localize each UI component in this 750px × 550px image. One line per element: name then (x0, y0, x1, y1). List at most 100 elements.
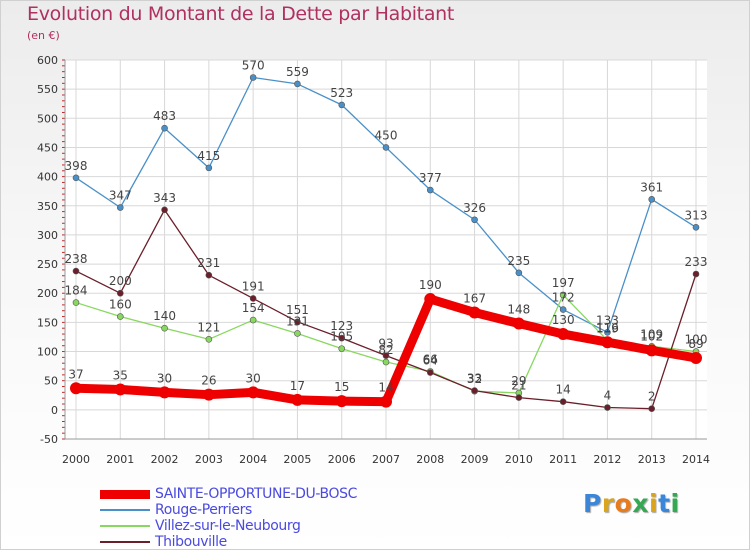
data-label: 191 (242, 279, 265, 293)
y-tick-label: 200 (37, 287, 58, 300)
legend-label: SAINTE-OPPORTUNE-DU-BOSC (155, 486, 357, 502)
legend-label: Thibouville (155, 534, 227, 550)
x-tick-label: 2008 (416, 453, 444, 466)
y-tick-label: 250 (37, 258, 58, 271)
data-label: 235 (507, 254, 530, 268)
data-label: 21 (511, 379, 526, 393)
legend-item: Villez-sur-le-Neubourg (100, 518, 357, 534)
y-tick-label: 400 (37, 171, 58, 184)
data-point (294, 330, 301, 337)
y-tick-label: 450 (37, 141, 58, 154)
data-label: 343 (153, 191, 176, 205)
data-point (116, 313, 124, 320)
x-tick-label: 2013 (638, 453, 666, 466)
x-tick-label: 2010 (505, 453, 533, 466)
series-sainte-opportune-du-bosc (70, 293, 702, 408)
x-tick-label: 2009 (461, 453, 489, 466)
data-point (294, 318, 301, 326)
data-label: 160 (109, 298, 132, 312)
data-point (512, 317, 525, 330)
legend-swatch (100, 525, 150, 527)
data-point (205, 271, 213, 279)
data-point (645, 344, 658, 357)
data-point (557, 328, 570, 341)
data-point (116, 204, 124, 211)
data-label: 66 (423, 352, 438, 366)
data-label: 231 (197, 256, 220, 270)
y-tick-label: 100 (37, 346, 58, 359)
data-label: 398 (65, 159, 88, 173)
data-label: 14 (378, 381, 393, 395)
data-point (205, 335, 213, 343)
data-point (72, 267, 80, 275)
legend-swatch (100, 541, 150, 543)
data-point (559, 306, 567, 313)
data-point (338, 101, 346, 109)
data-point (559, 398, 567, 405)
x-tick-label: 2006 (328, 453, 356, 466)
data-point (471, 387, 478, 394)
data-point (158, 386, 171, 399)
data-label: 100 (685, 333, 708, 347)
data-label: 523 (330, 86, 353, 100)
legend-label: Rouge-Perriers (155, 502, 252, 518)
legend-item: SAINTE-OPPORTUNE-DU-BOSC (100, 486, 357, 502)
data-label: 15 (334, 380, 349, 394)
data-label: 26 (201, 374, 216, 388)
y-tick-label: 500 (37, 112, 58, 125)
data-label: 559 (286, 65, 309, 79)
data-point (72, 299, 80, 306)
data-label: 14 (556, 383, 571, 397)
data-point (471, 216, 478, 224)
data-label: 377 (419, 171, 442, 185)
data-point (72, 174, 80, 182)
y-tick-label: 350 (37, 200, 58, 213)
data-point (294, 80, 301, 88)
data-point (559, 291, 567, 299)
data-point (70, 382, 82, 395)
data-label: 29 (511, 374, 526, 388)
data-label: 167 (463, 291, 486, 305)
data-label: 347 (109, 189, 132, 203)
data-label: 102 (640, 329, 663, 343)
data-point (648, 196, 656, 203)
y-tick-label: 0 (51, 404, 58, 417)
data-label: 570 (242, 58, 265, 72)
data-point (205, 164, 213, 172)
data-point (648, 405, 656, 412)
data-label: 151 (286, 303, 309, 317)
data-point (515, 394, 523, 401)
data-point (692, 224, 700, 231)
x-tick-label: 2002 (151, 453, 179, 466)
data-label: 238 (65, 252, 88, 266)
data-label: 89 (688, 337, 703, 351)
data-point (161, 124, 168, 132)
x-tick-label: 2005 (283, 453, 311, 466)
data-point (424, 293, 437, 306)
data-label: 17 (290, 379, 305, 393)
data-point (161, 206, 168, 214)
legend-swatch (100, 489, 150, 499)
series-thibouville (72, 206, 700, 412)
data-label: 197 (552, 276, 575, 290)
data-label: 326 (463, 201, 486, 215)
data-label: 121 (197, 320, 220, 334)
data-point (161, 324, 168, 332)
data-label: 190 (419, 278, 442, 292)
data-label: 140 (153, 309, 176, 323)
chart-title: Evolution du Montant de la Dette par Hab… (27, 3, 455, 25)
y-tick-label: -50 (40, 433, 58, 446)
data-label: 2 (648, 390, 656, 404)
legend-item: Rouge-Perriers (100, 502, 357, 518)
legend-item: Thibouville (100, 534, 357, 550)
data-point (249, 74, 257, 81)
data-label: 130 (552, 313, 575, 327)
data-label: 64 (423, 354, 438, 368)
y-tick-label: 150 (37, 316, 58, 329)
proxiti-logo: Proxiti (583, 489, 680, 518)
y-tick-label: 300 (37, 229, 58, 242)
y-tick-label: 600 (37, 54, 58, 67)
data-point (202, 388, 215, 401)
data-label: 200 (109, 274, 132, 288)
data-point (380, 395, 392, 408)
